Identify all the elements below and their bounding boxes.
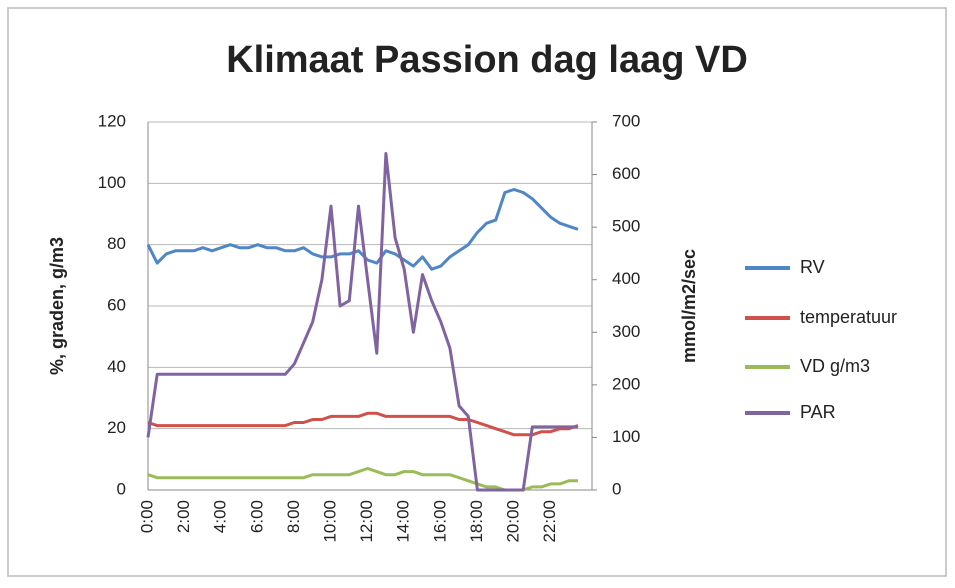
y-tick-label: 120 — [98, 111, 126, 130]
y2-tick-label: 500 — [612, 217, 640, 236]
y-tick-label: 20 — [107, 418, 126, 437]
y2-tick-label: 300 — [612, 322, 640, 341]
x-tick-label: 14:00 — [394, 500, 413, 543]
y2-axis-label: mmol/m2/sec — [679, 249, 699, 363]
series-line — [146, 188, 579, 271]
x-tick-label: 22:00 — [540, 500, 559, 543]
y-tick-label: 80 — [107, 234, 126, 253]
y-axis-label: %, graden, g/m3 — [47, 237, 67, 375]
x-tick-label: 10:00 — [320, 500, 339, 543]
legend-label: temperatuur — [800, 307, 897, 327]
y2-tick-label: 200 — [612, 374, 640, 393]
x-tick-label: 8:00 — [284, 500, 303, 533]
legend-label: PAR — [800, 402, 836, 422]
x-tick-label: 20:00 — [503, 500, 522, 543]
x-tick-label: 16:00 — [430, 500, 449, 543]
x-tick-label: 2:00 — [174, 500, 193, 533]
legend-label: VD g/m3 — [800, 356, 870, 376]
series-line — [147, 411, 579, 437]
chart-title: Klimaat Passion dag laag VD — [226, 39, 748, 81]
y2-tick-label: 700 — [612, 111, 640, 130]
series-line — [146, 152, 578, 492]
y-tick-label: 0 — [117, 479, 126, 498]
y2-tick-label: 0 — [612, 479, 621, 498]
y-tick-label: 100 — [98, 173, 126, 192]
y-tick-label: 60 — [107, 295, 126, 314]
y2-tick-label: 400 — [612, 269, 640, 288]
x-tick-label: 12:00 — [357, 500, 376, 543]
x-tick-label: 4:00 — [211, 500, 230, 533]
x-tick-label: 18:00 — [467, 500, 486, 543]
y2-tick-label: 100 — [612, 427, 640, 446]
y-tick-label: 40 — [107, 357, 126, 376]
y2-tick-label: 600 — [612, 164, 640, 183]
x-tick-label: 6:00 — [247, 500, 266, 533]
x-tick-label: 0:00 — [137, 500, 156, 533]
legend-label: RV — [800, 257, 825, 277]
